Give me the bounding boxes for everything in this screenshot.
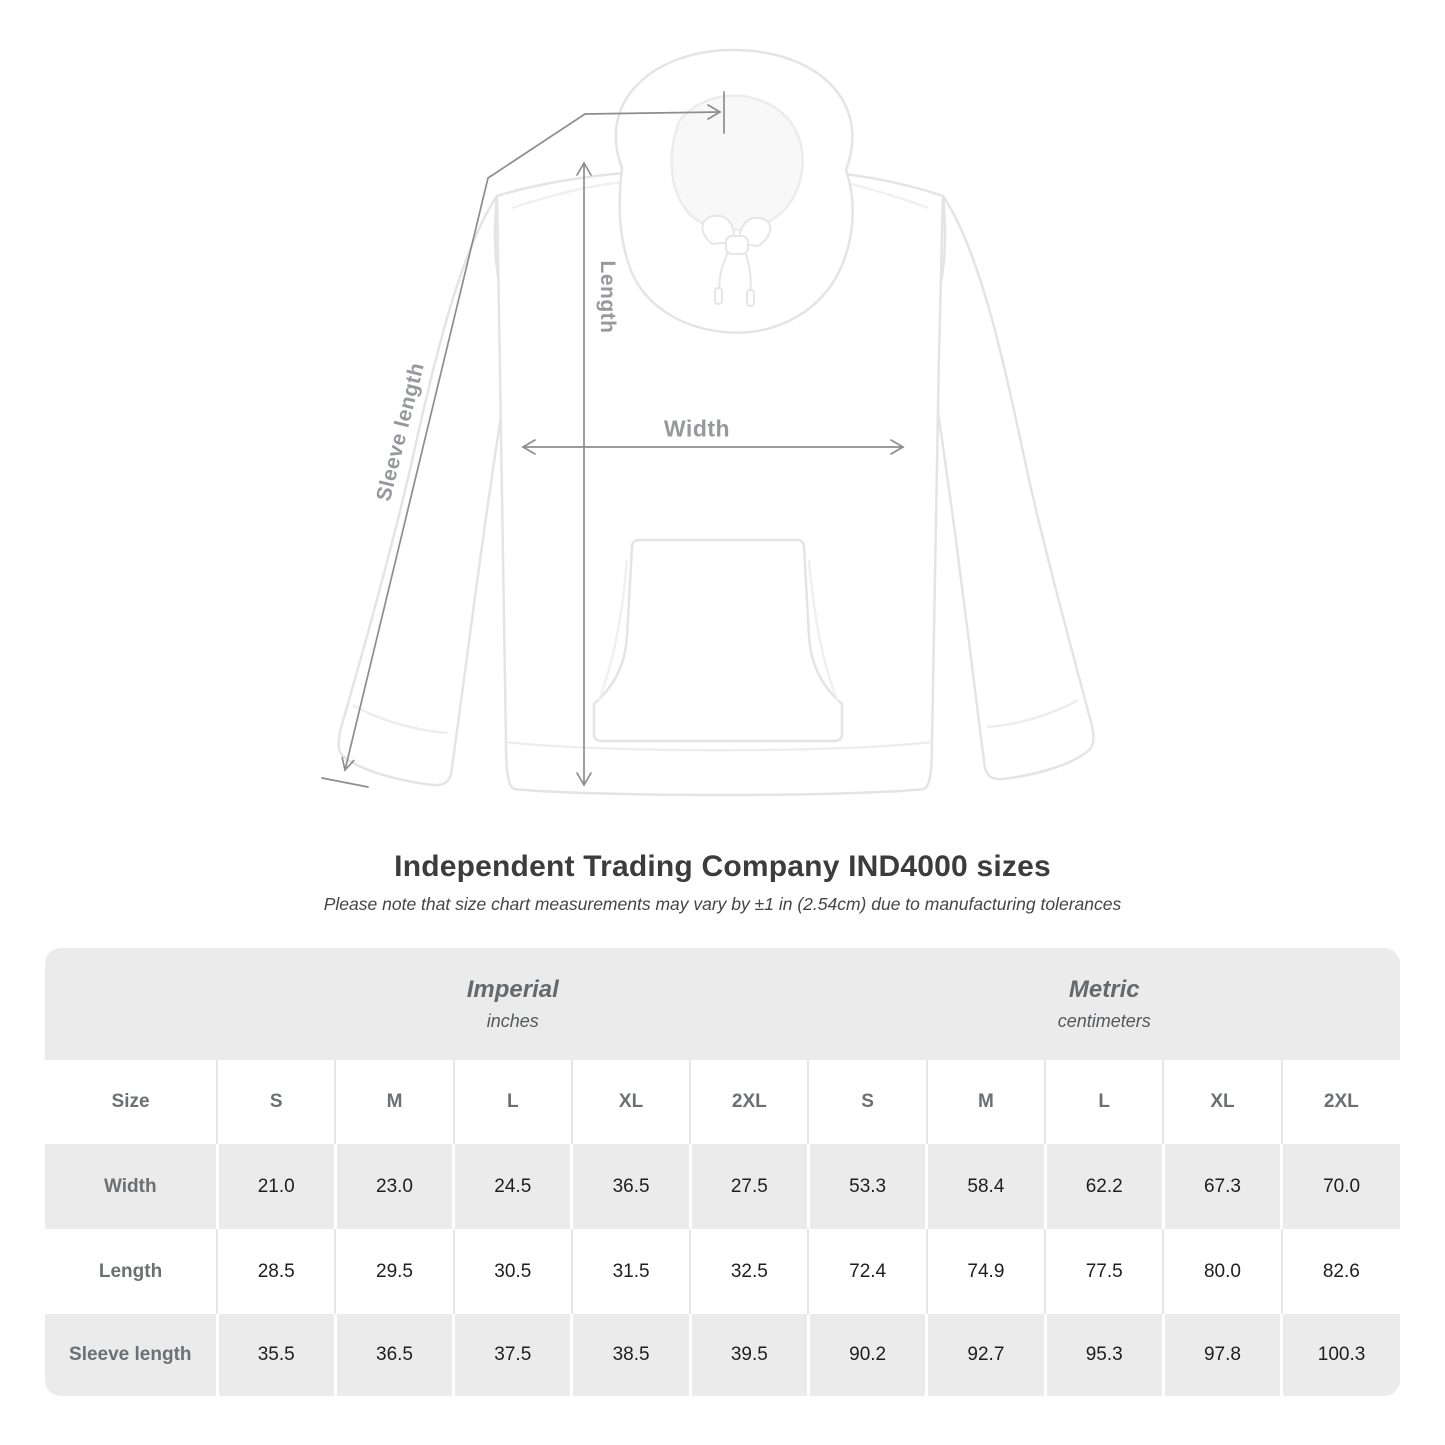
table-cell: 77.5 xyxy=(1044,1229,1164,1314)
size-header: M xyxy=(334,1060,454,1144)
table-cell: 100.3 xyxy=(1280,1314,1400,1396)
length-dimension-label: Length xyxy=(596,260,619,334)
size-header: XL xyxy=(1162,1060,1282,1144)
size-table: Imperial inches Metric centimeters Size … xyxy=(45,948,1400,1396)
size-header: S xyxy=(216,1060,336,1144)
hoodie-pocket-right-seam xyxy=(807,559,840,703)
size-table-grid: Imperial inches Metric centimeters Size … xyxy=(45,948,1400,1396)
size-header: S xyxy=(807,1060,927,1144)
table-cell: 27.5 xyxy=(688,1144,809,1229)
hoodie-size-diagram: Length Width Sleeve length xyxy=(321,48,1095,797)
table-cell: 97.8 xyxy=(1161,1314,1282,1396)
width-dimension-label: Width xyxy=(663,415,731,442)
unit-group-imperial: Imperial inches xyxy=(217,948,809,1060)
table-cell: 37.5 xyxy=(452,1314,572,1396)
hoodie-left-cuff-seam xyxy=(352,703,449,735)
table-cell: 58.4 xyxy=(925,1144,1046,1229)
table-cell: 95.3 xyxy=(1043,1314,1164,1396)
size-header: M xyxy=(925,1060,1046,1144)
table-cell: 92.7 xyxy=(925,1314,1046,1396)
unit-group-metric: Metric centimeters xyxy=(808,948,1400,1060)
table-cell: 67.3 xyxy=(1161,1144,1282,1229)
size-header: XL xyxy=(570,1060,691,1144)
table-cell: 36.5 xyxy=(570,1144,691,1229)
hoodie-drawstrings xyxy=(701,214,772,307)
table-cell: 80.0 xyxy=(1162,1229,1282,1314)
table-cell: 53.3 xyxy=(806,1144,927,1229)
table-row-sleeve-length: Sleeve length 35.5 36.5 37.5 38.5 39.5 9… xyxy=(45,1314,1400,1396)
table-cell: 32.5 xyxy=(689,1229,809,1314)
measurement-annotations xyxy=(321,91,905,788)
table-cell: 21.0 xyxy=(215,1144,336,1229)
width-arrow xyxy=(521,439,905,455)
row-label-sleeve-length: Sleeve length xyxy=(69,1344,192,1365)
table-row-width: Width 21.0 23.0 24.5 36.5 27.5 53.3 58.4… xyxy=(45,1144,1400,1229)
unit-group-row: Imperial inches Metric centimeters xyxy=(45,948,1400,1060)
table-cell: 70.0 xyxy=(1280,1144,1400,1229)
hoodie-hood-opening xyxy=(670,94,804,232)
table-cell: 72.4 xyxy=(807,1229,927,1314)
row-label-length: Length xyxy=(98,1260,163,1282)
size-header-row: Size S M L XL 2XL S M L XL 2XL xyxy=(45,1060,1400,1144)
size-header: 2XL xyxy=(689,1060,809,1144)
table-cell: 35.5 xyxy=(215,1314,336,1396)
hoodie-pocket xyxy=(592,538,844,743)
hoodie-right-cuff-seam xyxy=(986,698,1079,729)
table-cell: 38.5 xyxy=(570,1314,691,1396)
metric-label: Metric xyxy=(1068,976,1140,1004)
table-cell: 29.5 xyxy=(334,1229,454,1314)
tolerance-note: Please note that size chart measurements… xyxy=(323,894,1122,914)
hood-width-arrow xyxy=(584,91,725,134)
table-cell: 90.2 xyxy=(806,1314,927,1396)
sleeve-length-arrow xyxy=(321,113,586,788)
table-cell: 23.0 xyxy=(333,1144,454,1229)
table-row-length: Length 28.5 29.5 30.5 31.5 32.5 72.4 74.… xyxy=(45,1229,1400,1314)
unit-group-spacer xyxy=(45,948,218,1060)
size-header: L xyxy=(452,1060,572,1144)
imperial-label: Imperial xyxy=(466,976,559,1004)
table-cell: 28.5 xyxy=(216,1229,336,1314)
hoodie-hem-seam xyxy=(505,740,933,752)
size-header: 2XL xyxy=(1280,1060,1400,1144)
imperial-unit-label: inches xyxy=(486,1010,539,1031)
row-label-width: Width xyxy=(103,1175,157,1197)
table-cell: 82.6 xyxy=(1280,1229,1400,1314)
table-cell: 24.5 xyxy=(452,1144,572,1229)
table-cell: 74.9 xyxy=(925,1229,1046,1314)
hoodie-pocket-left-seam xyxy=(596,559,629,703)
metric-unit-label: centimeters xyxy=(1057,1010,1151,1031)
table-cell: 30.5 xyxy=(452,1229,572,1314)
size-header: L xyxy=(1044,1060,1164,1144)
hoodie-left-shoulder-seam xyxy=(511,180,625,210)
size-column-header: Size xyxy=(111,1091,150,1112)
table-cell: 39.5 xyxy=(688,1314,809,1396)
table-cell: 62.2 xyxy=(1043,1144,1164,1229)
length-arrow xyxy=(576,161,592,787)
page-title: Independent Trading Company IND4000 size… xyxy=(394,850,1051,883)
hoodie-illustration xyxy=(337,48,1095,797)
table-cell: 36.5 xyxy=(333,1314,454,1396)
table-cell: 31.5 xyxy=(570,1229,691,1314)
